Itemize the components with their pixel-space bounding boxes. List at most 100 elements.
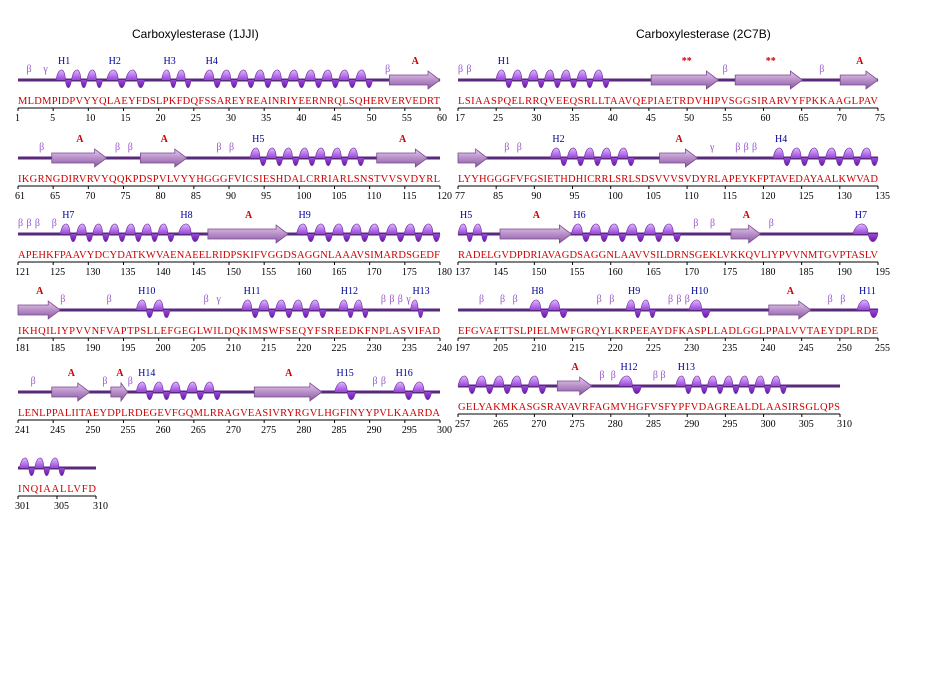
tick-label: 105 bbox=[646, 191, 661, 202]
tick-label: 265 bbox=[493, 419, 508, 430]
tick-label: 120 bbox=[437, 191, 452, 202]
strand-label: A bbox=[76, 134, 84, 145]
tick-label: 155 bbox=[261, 267, 276, 278]
beta-turn-label: β bbox=[385, 64, 390, 75]
helix-coil bbox=[707, 375, 724, 394]
helix-label: H16 bbox=[396, 368, 413, 379]
beta-turn-label: β bbox=[517, 142, 522, 153]
helix-coil bbox=[457, 375, 476, 394]
tick-label: 240 bbox=[437, 343, 452, 354]
helix-label: H6 bbox=[573, 210, 585, 221]
helix-coil bbox=[550, 147, 568, 166]
beta-turn-label: β bbox=[52, 218, 57, 229]
helix-label: H2 bbox=[109, 56, 121, 67]
helix-coil bbox=[152, 299, 171, 318]
tick-label: 45 bbox=[332, 113, 342, 124]
strand-arrow bbox=[110, 381, 129, 403]
helix-label: H9 bbox=[299, 210, 311, 221]
helix-coil bbox=[566, 147, 585, 166]
helix-coil bbox=[688, 299, 711, 318]
tick-label: 100 bbox=[608, 191, 623, 202]
strand-label: A bbox=[856, 56, 864, 67]
tick-label: 1 bbox=[15, 113, 20, 124]
helix-label: H4 bbox=[206, 56, 218, 67]
tick-label: 241 bbox=[15, 425, 30, 436]
tick-label: 65 bbox=[50, 191, 60, 202]
tick-label: 70 bbox=[85, 191, 95, 202]
panel-2-title: Carboxylesterase (2C7B) bbox=[636, 27, 771, 41]
tick-label: 40 bbox=[296, 113, 306, 124]
helix-coil bbox=[770, 375, 787, 394]
tick-label: 115 bbox=[402, 191, 417, 202]
beta-turn-label: β bbox=[398, 294, 403, 305]
helix-coil bbox=[592, 69, 610, 88]
tick-label: 175 bbox=[402, 267, 417, 278]
tick-label: 50 bbox=[684, 113, 694, 124]
beta-turn-label: β bbox=[660, 370, 665, 381]
helix-label: H15 bbox=[337, 368, 354, 379]
helix-label: H7 bbox=[855, 210, 867, 221]
beta-turn-label: β bbox=[26, 64, 31, 75]
helix-coil bbox=[617, 147, 635, 166]
strand-arrow bbox=[659, 148, 699, 168]
strand-label: A bbox=[533, 210, 541, 221]
strand-label: A bbox=[572, 362, 580, 373]
beta-turn-label: β bbox=[35, 218, 40, 229]
helix-coil bbox=[141, 223, 159, 242]
tick-label: 205 bbox=[191, 343, 206, 354]
tick-label: 110 bbox=[684, 191, 699, 202]
helix-label: H12 bbox=[620, 362, 637, 373]
sequence-text: GELYAKMKASGSRAVAVRFAGMVHGFVSFYPFVDAGREAL… bbox=[458, 402, 840, 413]
tick-label: 90 bbox=[226, 191, 236, 202]
tick-label: 90 bbox=[531, 191, 541, 202]
helix-coil bbox=[544, 69, 561, 88]
helix-coil bbox=[472, 223, 488, 242]
beta-turn-label: β bbox=[229, 142, 234, 153]
tick-label: 115 bbox=[722, 191, 737, 202]
tick-label: 35 bbox=[261, 113, 271, 124]
helix-coil bbox=[754, 375, 771, 394]
tick-label: 20 bbox=[156, 113, 166, 124]
tick-label: 30 bbox=[226, 113, 236, 124]
tick-label: 285 bbox=[646, 419, 661, 430]
helix-coil bbox=[600, 147, 618, 166]
tick-label: 110 bbox=[367, 191, 382, 202]
tick-label: 215 bbox=[261, 343, 276, 354]
helix-coil bbox=[186, 381, 204, 400]
helix-coil bbox=[856, 299, 879, 318]
helix-coil bbox=[175, 69, 192, 88]
helix-coil bbox=[125, 223, 142, 242]
beta-turn-label: β bbox=[128, 376, 133, 387]
strand-label: A bbox=[116, 368, 124, 379]
gamma-turn-label: γ bbox=[215, 294, 221, 305]
beta-turn-label: β bbox=[60, 294, 65, 305]
tick-label: 25 bbox=[191, 113, 201, 124]
tick-label: 195 bbox=[121, 343, 136, 354]
beta-turn-label: β bbox=[26, 218, 31, 229]
tick-label: 285 bbox=[332, 425, 347, 436]
helix-coil bbox=[321, 69, 340, 88]
helix-coil bbox=[203, 381, 221, 400]
tick-label: 30 bbox=[531, 113, 541, 124]
helix-coil bbox=[511, 69, 529, 88]
helix-coil bbox=[266, 147, 283, 166]
beta-turn-label: β bbox=[599, 370, 604, 381]
helix-label: H7 bbox=[62, 210, 74, 221]
tick-label: 235 bbox=[402, 343, 417, 354]
beta-turn-label: β bbox=[466, 64, 471, 75]
strand-arrow bbox=[734, 70, 804, 90]
helix-coil bbox=[282, 147, 300, 166]
beta-turn-label: β bbox=[609, 294, 614, 305]
helix-coil bbox=[19, 457, 35, 476]
tick-label: 45 bbox=[646, 113, 656, 124]
tick-label: 25 bbox=[493, 113, 503, 124]
tick-label: 195 bbox=[875, 267, 890, 278]
tick-label: 160 bbox=[608, 267, 623, 278]
strand-arrow bbox=[499, 224, 573, 244]
tick-label: 305 bbox=[799, 419, 814, 430]
tick-label: 180 bbox=[437, 267, 452, 278]
helix-coil bbox=[71, 69, 88, 88]
tick-label: 121 bbox=[15, 267, 30, 278]
tick-label: 205 bbox=[493, 343, 508, 354]
tick-label: 260 bbox=[156, 425, 171, 436]
